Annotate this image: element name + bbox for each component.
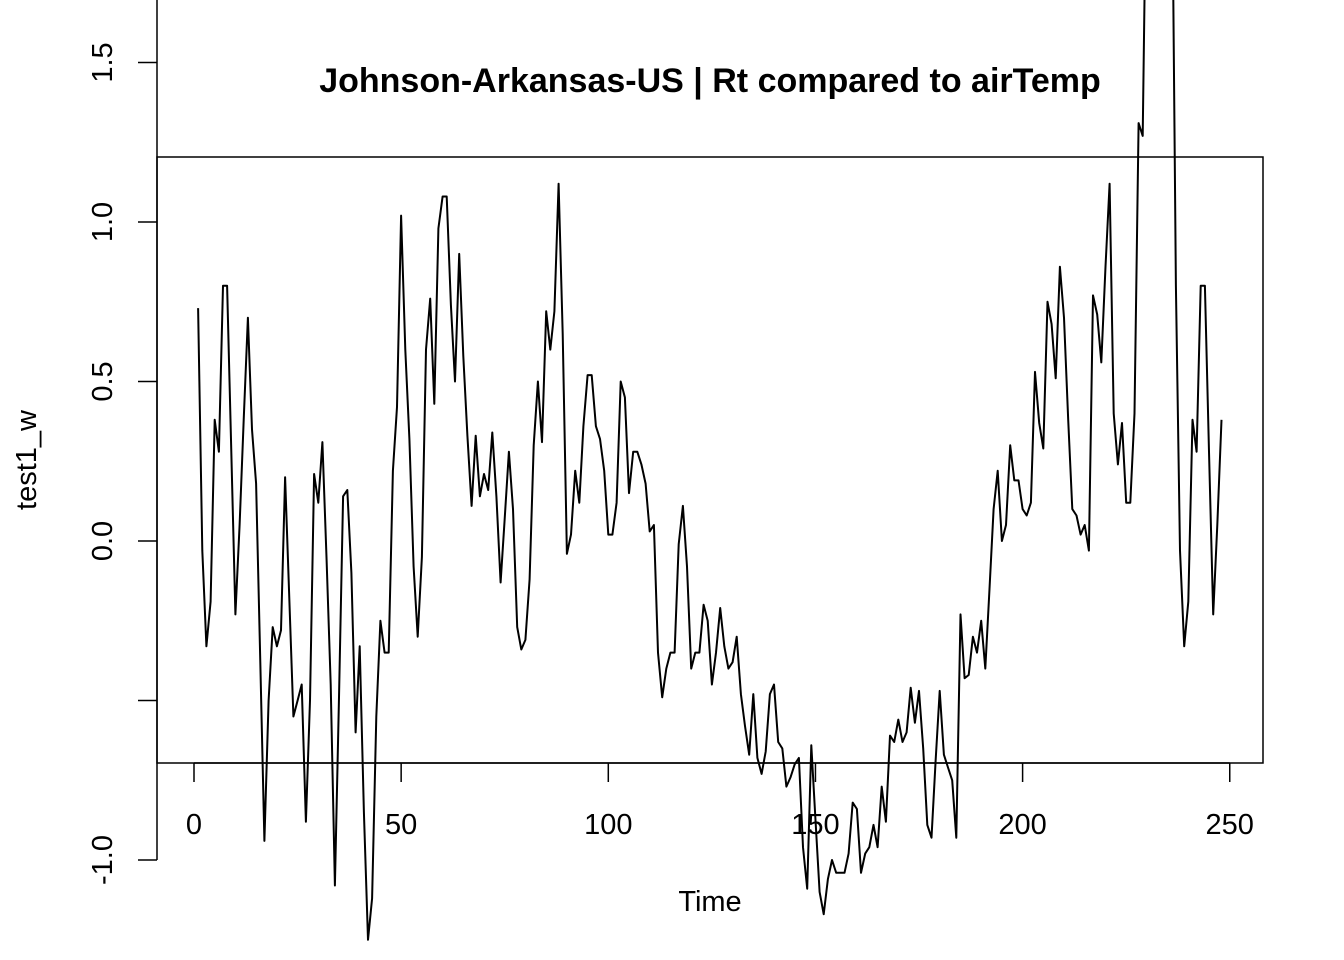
series-line [197, 0, 1223, 941]
x-axis: 0 50 100 150 200 250 [186, 762, 1254, 841]
x-tick-label: 50 [385, 809, 417, 841]
y-tick-label: 0.5 [87, 361, 119, 401]
x-tick-label: 250 [1206, 809, 1254, 841]
x-axis-label: Time [678, 886, 741, 918]
y-tick-label: 0.0 [87, 521, 119, 561]
y-axis-label: test1_w [11, 409, 43, 510]
y-axis: -1.00.00.51.01.52.0 [87, 0, 158, 885]
x-tick-label: 100 [584, 809, 632, 841]
x-tick-label: 200 [998, 809, 1046, 841]
y-tick-label: 1.5 [87, 42, 119, 82]
y-tick-label: 1.0 [87, 202, 119, 242]
x-tick-label: 0 [186, 809, 202, 841]
y-tick-label: -1.0 [87, 835, 119, 885]
chart-title: Johnson-Arkansas-US | Rt compared to air… [319, 62, 1101, 100]
series-layer [197, 0, 1223, 941]
